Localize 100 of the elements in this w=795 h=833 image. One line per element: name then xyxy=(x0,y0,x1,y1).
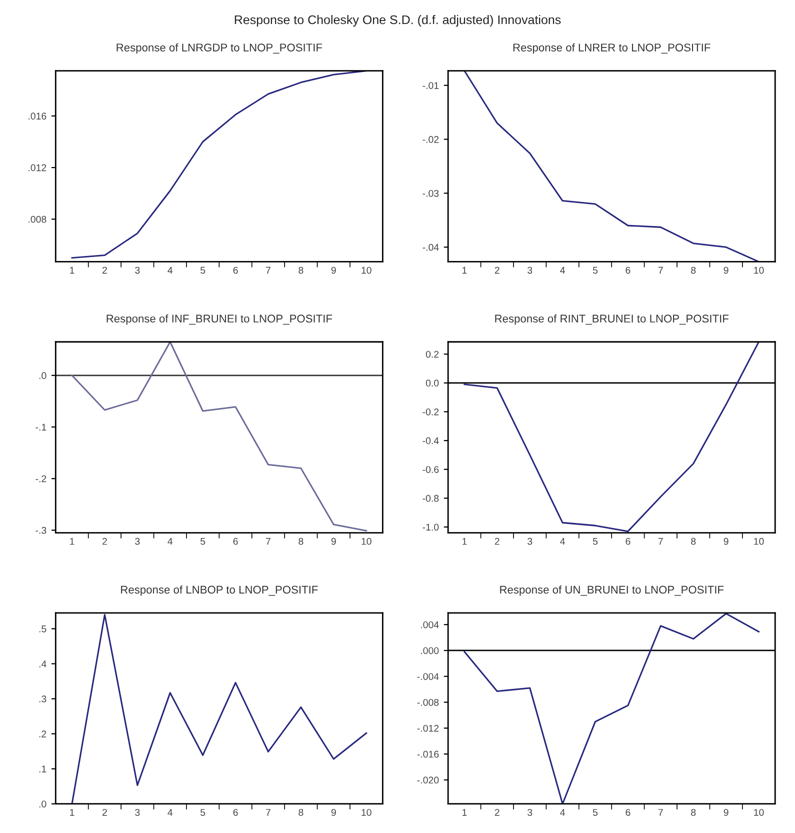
x-tick-label: 3 xyxy=(528,538,532,545)
x-tick-label: 9 xyxy=(331,538,336,545)
x-tick-label: 7 xyxy=(266,538,270,545)
x-tick-label: 4 xyxy=(560,809,565,816)
x-tick-label: 7 xyxy=(266,809,270,816)
x-tick-label: 2 xyxy=(494,538,500,545)
line-series xyxy=(464,342,760,532)
line-series xyxy=(71,342,368,532)
x-tick-label: 6 xyxy=(233,266,238,274)
x-tick-label: 8 xyxy=(691,538,696,545)
y-tick-label: .004 xyxy=(421,621,439,628)
x-tick-label: 4 xyxy=(168,538,173,545)
y-tick-label: .2 xyxy=(39,730,46,738)
chart-title: Response of LNRER to LNOP_POSITIF xyxy=(513,43,710,54)
x-tick-label: 7 xyxy=(658,809,663,816)
y-tick-label: 0.0 xyxy=(426,380,439,387)
chart-title: Response of INF_BRUNEI to LNOP_POSITIF xyxy=(106,314,332,325)
y-tick-label: .4 xyxy=(39,660,46,668)
y-tick-label: .012 xyxy=(28,164,46,172)
x-tick-label: 8 xyxy=(298,808,304,816)
y-tick-label: -.1 xyxy=(36,424,46,431)
x-tick-label: 1 xyxy=(70,538,74,545)
x-tick-label: 4 xyxy=(168,809,173,816)
y-tick-label: .0 xyxy=(39,372,46,380)
x-tick-label: 10 xyxy=(362,266,372,274)
y-tick-label: .3 xyxy=(39,696,46,702)
x-tick-label: 2 xyxy=(102,266,107,274)
y-tick-label: -0.8 xyxy=(422,494,439,502)
chart-title: Response of LNRGDP to LNOP_POSITIF xyxy=(116,43,322,54)
x-tick-label: 9 xyxy=(724,538,728,545)
y-tick-label: -.020 xyxy=(417,776,439,784)
y-tick-label: .016 xyxy=(28,112,46,120)
chart-title: Response of RINT_BRUNEI to LNOP_POSITIF xyxy=(495,314,728,325)
x-tick-label: 7 xyxy=(658,266,663,274)
x-tick-label: 2 xyxy=(494,266,500,274)
y-tick-label: .1 xyxy=(39,766,46,772)
line-series xyxy=(71,70,368,259)
y-tick-label: -1.0 xyxy=(422,524,439,531)
x-tick-label: 10 xyxy=(754,538,764,545)
x-tick-label: 10 xyxy=(754,266,764,274)
x-tick-label: 5 xyxy=(200,809,206,816)
y-tick-label: .5 xyxy=(39,626,46,632)
y-tick-label: -.03 xyxy=(422,190,439,197)
x-tick-label: 9 xyxy=(331,808,336,816)
x-tick-label: 1 xyxy=(462,266,467,274)
x-tick-label: 8 xyxy=(298,266,304,274)
x-tick-label: 6 xyxy=(233,538,238,545)
y-tick-label: -0.6 xyxy=(422,466,439,473)
x-tick-label: 3 xyxy=(528,808,532,816)
y-tick-label: -0.4 xyxy=(422,437,439,444)
x-tick-label: 5 xyxy=(200,538,206,545)
x-tick-label: 2 xyxy=(102,808,107,816)
x-tick-label: 5 xyxy=(592,538,598,545)
x-tick-label: 8 xyxy=(691,266,696,274)
x-tick-label: 9 xyxy=(724,266,728,274)
chart-title: Response of LNBOP to LNOP_POSITIF xyxy=(121,585,318,596)
x-tick-label: 6 xyxy=(626,808,630,816)
x-tick-label: 10 xyxy=(754,808,764,816)
x-tick-label: 9 xyxy=(331,266,336,274)
y-tick-label: -.01 xyxy=(422,82,439,89)
y-tick-label: 0.2 xyxy=(426,350,439,358)
x-tick-label: 1 xyxy=(462,538,467,545)
y-tick-label: -.02 xyxy=(422,136,439,143)
x-tick-label: 6 xyxy=(626,266,630,274)
chart-title: Response of UN_BRUNEI to LNOP_POSITIF xyxy=(500,585,724,596)
x-tick-label: 6 xyxy=(233,808,238,816)
line-series xyxy=(464,70,760,262)
y-tick-label: .0 xyxy=(39,800,46,808)
line-series xyxy=(71,614,368,804)
x-tick-label: 5 xyxy=(200,266,206,274)
x-tick-label: 1 xyxy=(462,809,467,816)
y-tick-label: -.2 xyxy=(36,475,46,482)
y-tick-label: -0.2 xyxy=(422,408,439,416)
y-tick-label: -.004 xyxy=(417,673,439,680)
x-tick-label: 6 xyxy=(626,538,630,545)
x-tick-label: 5 xyxy=(592,809,598,816)
y-tick-label: .000 xyxy=(421,647,439,654)
y-tick-label: .008 xyxy=(28,216,46,223)
x-tick-label: 4 xyxy=(560,266,565,274)
x-tick-label: 10 xyxy=(362,538,372,545)
x-tick-label: 3 xyxy=(528,266,532,274)
x-tick-label: 8 xyxy=(691,808,696,816)
y-tick-label: -.016 xyxy=(417,750,439,758)
x-tick-label: 7 xyxy=(658,538,663,545)
x-tick-label: 5 xyxy=(592,266,598,274)
x-tick-label: 3 xyxy=(135,808,140,816)
x-tick-label: 4 xyxy=(168,266,173,274)
x-tick-label: 7 xyxy=(266,266,270,274)
line-series xyxy=(464,612,760,804)
x-tick-label: 10 xyxy=(362,808,372,816)
x-tick-label: 4 xyxy=(560,538,565,545)
x-tick-label: 3 xyxy=(135,266,140,274)
y-tick-label: -.008 xyxy=(417,698,439,706)
x-tick-label: 2 xyxy=(102,538,107,545)
x-tick-label: 9 xyxy=(724,808,728,816)
y-tick-label: -.04 xyxy=(422,244,439,251)
x-tick-label: 1 xyxy=(70,266,74,274)
y-tick-label: -.3 xyxy=(36,526,46,534)
y-tick-label: -.012 xyxy=(417,724,439,732)
x-tick-label: 3 xyxy=(135,538,140,545)
